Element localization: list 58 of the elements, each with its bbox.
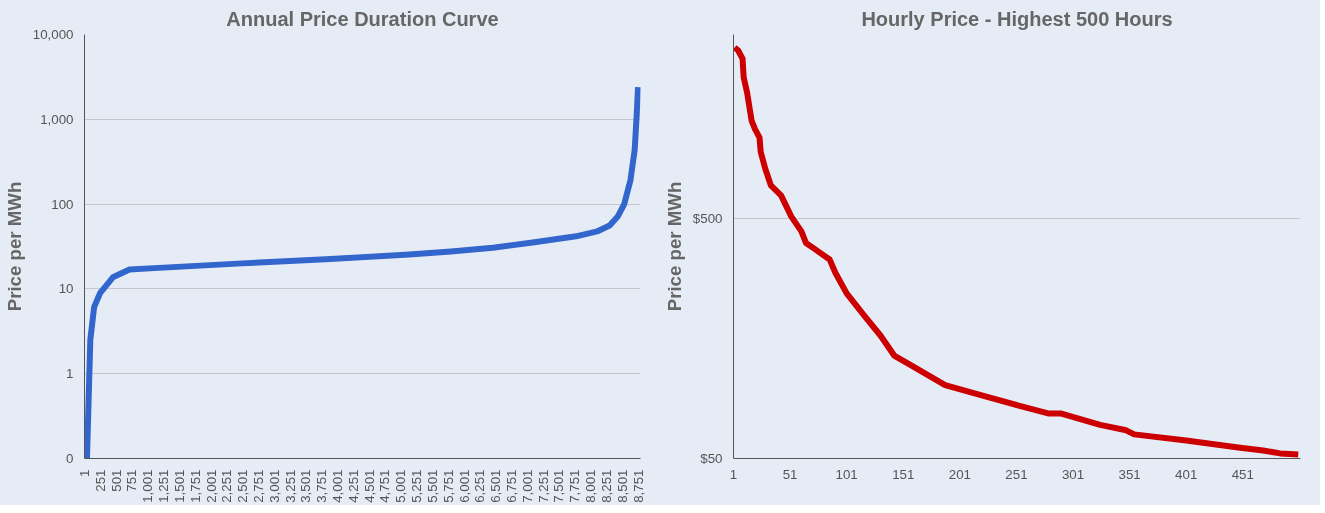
x-tick-label: 3,251 [282,469,298,503]
x-tick-label: 2,001 [203,469,219,503]
x-tick-label: 351 [1118,466,1141,482]
x-tick-label: 201 [948,466,971,482]
y-tick-label: 10 [58,281,74,297]
x-tick-label: 6,751 [504,469,520,503]
x-tick-label: 4,751 [377,469,393,503]
x-tick-label: 8,501 [614,469,630,503]
y-tick-label: 100 [51,196,74,212]
x-tick-label: 3,501 [298,469,314,503]
x-tick-label: 4,501 [361,469,377,503]
y-tick-label: 0 [66,451,74,466]
x-tick-label: 7,501 [551,469,567,503]
x-tick-label: 301 [1061,466,1085,482]
x-tick-label: 4,001 [330,469,346,503]
x-tick-label: 2,751 [250,469,266,503]
x-tick-label: 5,751 [440,469,456,503]
x-tick-label: 2,501 [235,469,251,503]
y-tick-label: $500 [692,210,723,226]
x-tick-label: 7,751 [567,469,583,503]
x-tick-label: 6,501 [488,469,504,503]
y-tick-label: 1 [66,366,74,382]
y-tick-label: 10,000 [32,27,74,42]
x-tick-label: 1,251 [156,469,172,503]
x-tick-label: 3,001 [266,469,282,503]
x-tick-label: 8,251 [598,469,614,503]
x-tick-label: 8,751 [630,469,646,503]
x-tick-label: 1 [729,466,738,482]
x-tick-label: 751 [124,469,140,492]
x-tick-label: 1,501 [171,469,187,503]
x-tick-label: 251 [92,469,108,492]
x-tick-label: 451 [1231,466,1254,482]
x-tick-label: 5,001 [393,469,409,503]
x-tick-label: 5,501 [424,469,440,503]
x-tick-label: 101 [835,466,858,482]
x-tick-label: 7,001 [519,469,535,503]
x-tick-label: 6,001 [456,469,472,503]
x-tick-label: 1,751 [187,469,203,503]
y-axis-title: Price per MWh [3,181,25,312]
y-tick-label: 1,000 [40,111,74,127]
x-tick-label: 501 [108,469,124,492]
x-tick-label: 4,251 [345,469,361,503]
chart-title: Hourly Price - Highest 500 Hours [861,7,1173,30]
x-tick-label: 401 [1175,466,1198,482]
chart-title: Annual Price Duration Curve [226,7,499,30]
x-tick-label: 1 [77,469,92,477]
x-tick-label: 7,251 [535,469,551,503]
x-tick-label: 8,001 [583,469,599,503]
x-tick-label: 251 [1005,466,1028,482]
y-axis-title: Price per MWh [663,181,685,312]
x-tick-label: 2,251 [219,469,235,503]
x-tick-label: 51 [782,466,798,482]
x-tick-label: 1,001 [140,469,156,503]
x-tick-label: 6,251 [472,469,488,503]
y-tick-label: $50 [700,451,723,466]
x-tick-label: 151 [892,466,915,482]
x-tick-label: 5,251 [409,469,425,503]
x-tick-label: 3,751 [314,469,330,503]
